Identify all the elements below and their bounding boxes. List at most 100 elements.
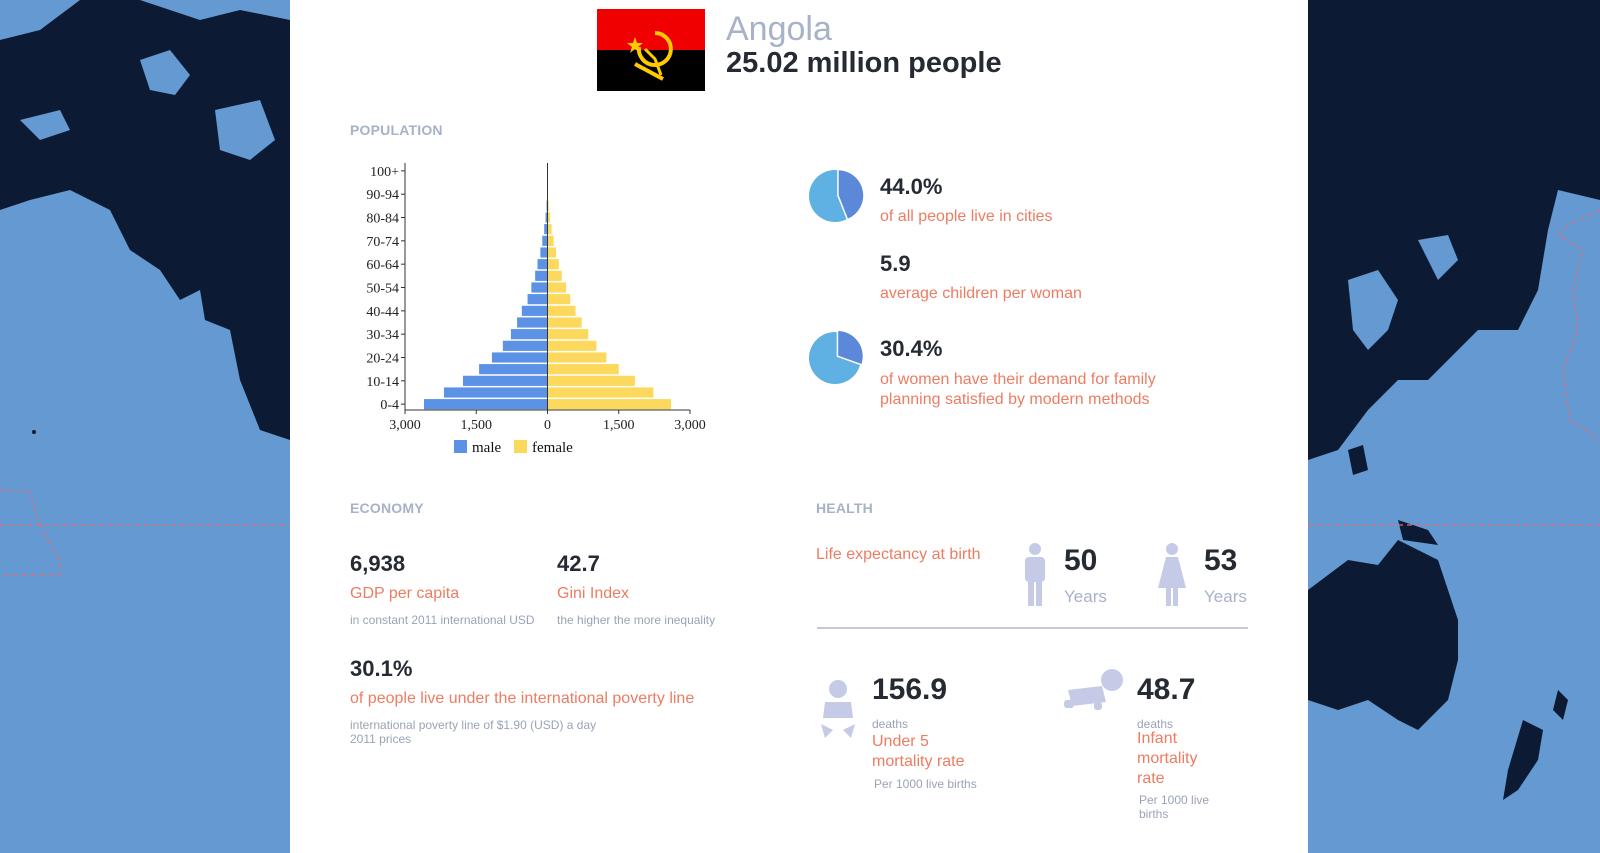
male-bar-70-74 (542, 235, 548, 246)
male-bar-55-59 (535, 270, 548, 281)
population-pyramid-chart: 0-4 10-14 20-24 30-34 40-44 50-54 60-64 70-74 80… (366, 163, 706, 456)
female-bar-10-14 (547, 375, 635, 386)
family-planning-pie-value-slice (836, 329, 865, 366)
female-bar-80-84 (547, 212, 551, 223)
population-section-title: POPULATION (350, 122, 443, 138)
family-planning-value: 30.4% (880, 336, 943, 361)
female-figure-icon (1158, 543, 1186, 606)
female-bar-75-79 (547, 224, 552, 235)
female-bar-60-64 (547, 259, 559, 270)
urban-share-pie (809, 168, 865, 222)
y-tick-label: 90-94 (366, 188, 399, 203)
male-bar-40-44 (521, 305, 548, 316)
male-life-expectancy: 50 (1064, 544, 1098, 577)
gini-value: 42.7 (557, 551, 600, 576)
x-tick-label: 1,500 (461, 418, 493, 433)
male-bar-50-54 (531, 282, 548, 293)
family-planning-label: of women have their demand for family pl… (880, 371, 1156, 408)
angola-flag-icon (597, 9, 705, 91)
gdp-value: 6,938 (350, 551, 406, 576)
male-bar-80-84 (545, 212, 548, 223)
gini-note: the higher the more inequality (557, 613, 716, 627)
under5-value: 156.9 (872, 673, 948, 706)
poverty-label: of people live under the international p… (350, 690, 695, 707)
y-tick-label: 50-54 (366, 282, 399, 297)
female-bar-70-74 (547, 235, 554, 246)
male-bar-30-34 (510, 329, 548, 340)
female-bar-30-34 (547, 329, 589, 340)
poverty-value: 30.1% (350, 656, 413, 681)
map-land-right (1308, 0, 1600, 800)
y-tick-label: 80-84 (366, 212, 399, 227)
female-years-unit: Years (1204, 587, 1247, 606)
male-bar-20-24 (491, 352, 548, 363)
y-tick-label: 60-64 (366, 258, 399, 273)
y-tick-label: 0-4 (380, 398, 399, 413)
infant-unit: deaths (1137, 717, 1174, 731)
x-tick-label: 1,500 (603, 418, 635, 433)
country-profile-panel: Angola 25.02 million people POPULATION 0… (290, 0, 1308, 853)
male-bar-5-9 (443, 387, 548, 398)
x-tick-label: 3,000 (674, 418, 706, 433)
world-map-right (1308, 0, 1600, 853)
gdp-note: in constant 2011 international USD (350, 613, 535, 627)
female-life-expectancy: 53 (1204, 544, 1238, 577)
male-bar-25-29 (502, 340, 548, 351)
y-tick-label: 10-14 (366, 375, 399, 390)
urban-pie-value-slice (837, 168, 865, 221)
under5-label: Under 5 mortality rate (872, 733, 965, 770)
male-bar-0-4 (424, 399, 548, 410)
y-tick-label: 40-44 (366, 305, 399, 320)
urban-share-label: of all people live in cities (880, 208, 1053, 225)
male-bar-45-49 (527, 294, 548, 305)
female-bar-65-69 (547, 247, 557, 258)
female-bar-50-54 (547, 282, 567, 293)
infant-crawling-icon (1064, 669, 1123, 710)
x-tick-label: 3,000 (389, 418, 421, 433)
population-total: 25.02 million people (726, 47, 1002, 79)
world-map-left (0, 0, 290, 853)
legend-male-label: male (472, 440, 501, 456)
poverty-note-line: international poverty line of $1.90 (USD… (350, 718, 597, 732)
legend-female-label: female (532, 440, 573, 456)
male-bar-75-79 (544, 224, 548, 235)
y-tick-label: 100+ (370, 165, 399, 180)
female-bar-40-44 (547, 305, 576, 316)
y-tick-label: 20-24 (366, 352, 399, 367)
urban-share-value: 44.0% (880, 174, 943, 199)
fertility-label: average children per woman (880, 285, 1082, 302)
legend-male-swatch (454, 440, 467, 453)
female-bar-55-59 (547, 270, 562, 281)
gini-label: Gini Index (557, 585, 630, 602)
male-bar-35-39 (517, 317, 548, 328)
health-divider (817, 627, 1248, 629)
female-bar-25-29 (547, 340, 597, 351)
male-bar-60-64 (537, 259, 548, 270)
female-bar-15-19 (547, 364, 619, 375)
female-bar-85-89 (547, 200, 549, 211)
health-section-title: HEALTH (816, 500, 873, 516)
map-land-left (0, 0, 290, 576)
x-tick-label: 0 (544, 418, 551, 433)
male-figure-icon (1025, 543, 1045, 606)
fertility-value: 5.9 (880, 251, 911, 276)
family-planning-pie (809, 329, 865, 384)
female-bar-5-9 (547, 387, 654, 398)
economy-section-title: ECONOMY (350, 500, 424, 516)
y-tick-label: 70-74 (366, 235, 399, 250)
female-bar-35-39 (547, 317, 582, 328)
female-bar-0-4 (547, 399, 671, 410)
under5-note: Per 1000 live births (874, 777, 977, 791)
male-bar-10-14 (462, 375, 548, 386)
male-bar-15-19 (479, 364, 548, 375)
y-tick-label: 30-34 (366, 328, 399, 343)
infant-value: 48.7 (1137, 673, 1196, 706)
gdp-label: GDP per capita (350, 585, 460, 602)
male-bar-65-69 (540, 247, 548, 258)
under5-unit: deaths (872, 717, 909, 731)
infant-note: Per 1000 live births (1139, 793, 1210, 821)
child-icon (821, 680, 855, 738)
poverty-note-prices: 2011 prices (350, 732, 412, 746)
male-years-unit: Years (1064, 587, 1107, 606)
country-name: Angola (726, 10, 832, 48)
